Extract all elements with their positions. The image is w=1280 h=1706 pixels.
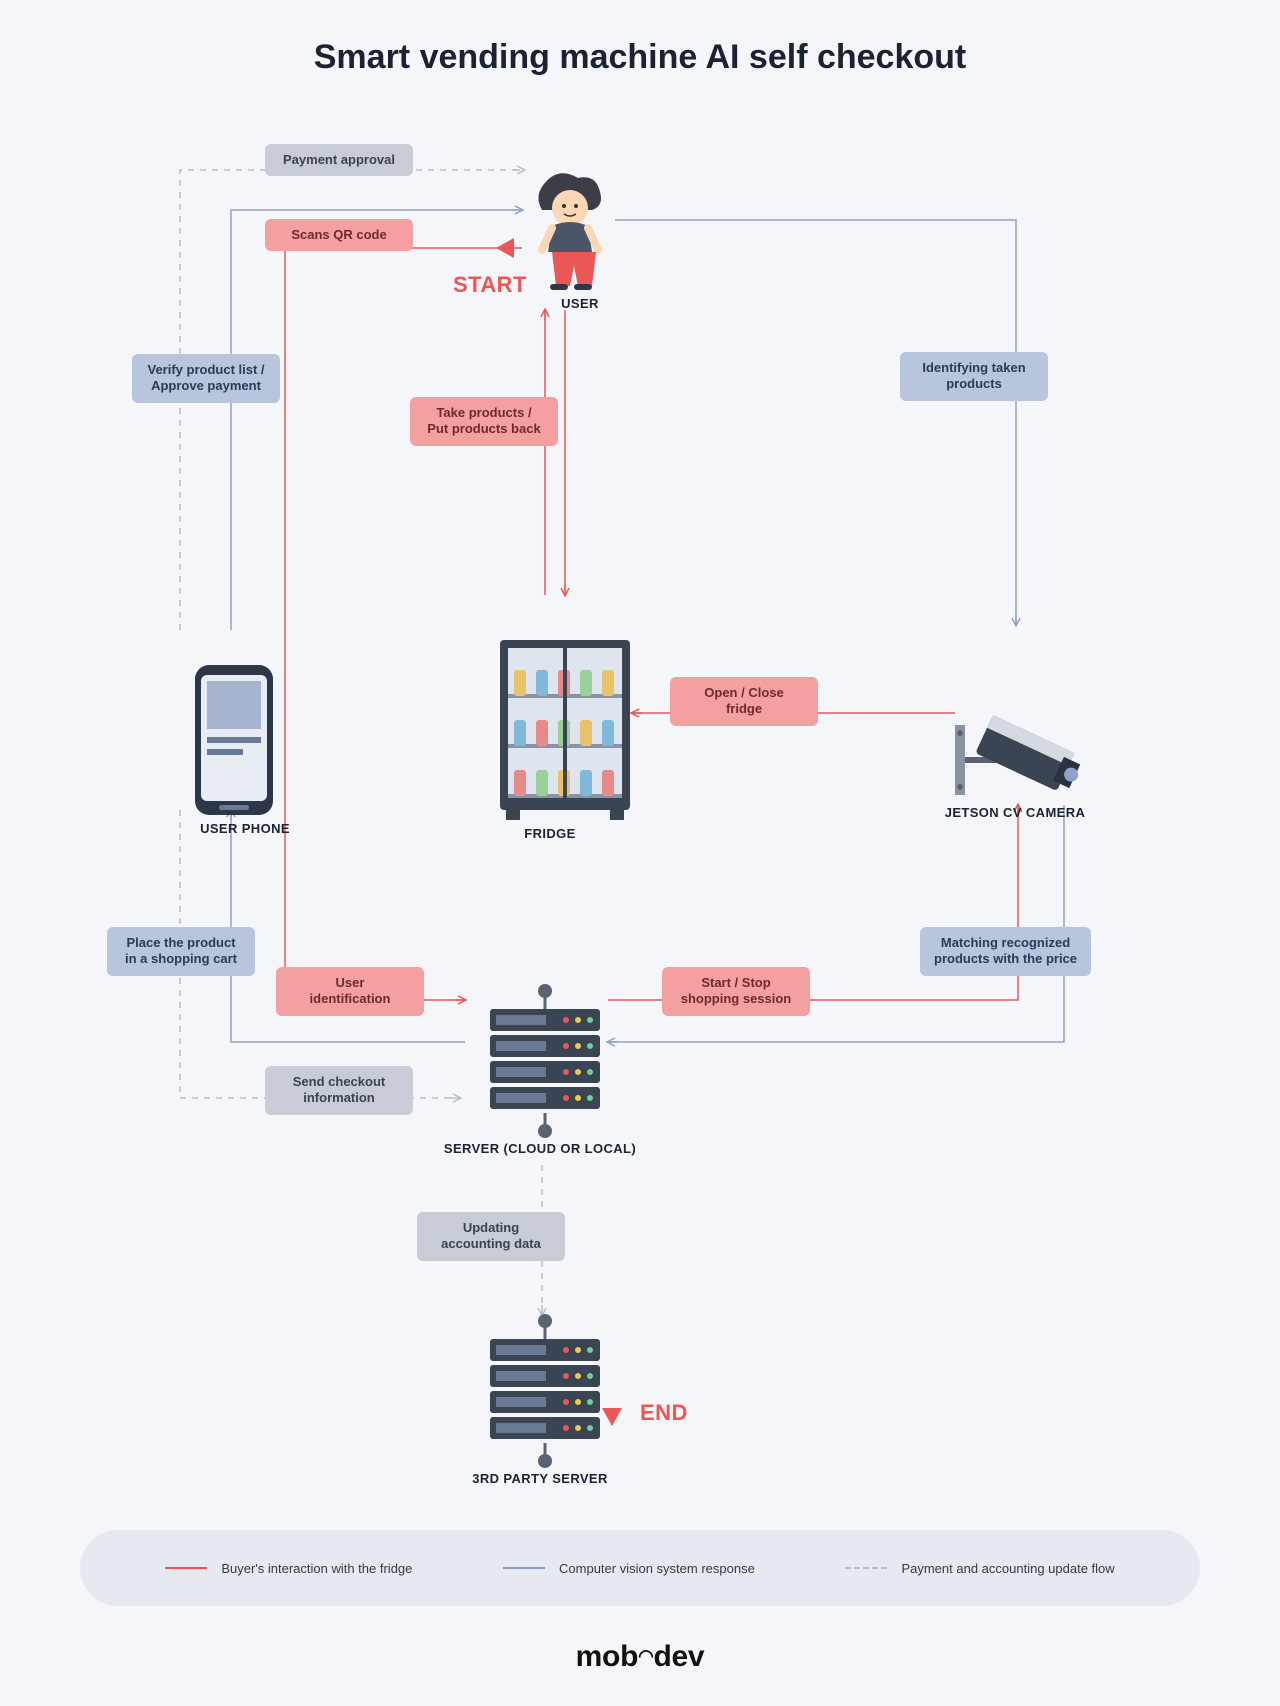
legend: Buyer's interaction with the fridge Comp… xyxy=(80,1530,1200,1606)
legend-item: Computer vision system response xyxy=(503,1561,755,1576)
legend-text: Buyer's interaction with the fridge xyxy=(221,1561,412,1576)
edge-label: Place the product in a shopping cart xyxy=(107,927,255,976)
edge-label: Take products / Put products back xyxy=(410,397,558,446)
legend-item: Payment and accounting update flow xyxy=(845,1561,1114,1576)
edge-label: User identification xyxy=(276,967,424,1016)
node-caption: USER PHONE xyxy=(135,821,355,836)
edge-label: Payment approval xyxy=(265,144,413,176)
node-caption: JETSON CV CAMERA xyxy=(905,805,1125,820)
legend-text: Payment and accounting update flow xyxy=(901,1561,1114,1576)
node-caption: USER xyxy=(470,296,690,311)
edge-label: Identifying taken products xyxy=(900,352,1048,401)
edge-label: Send checkout information xyxy=(265,1066,413,1115)
legend-item: Buyer's interaction with the fridge xyxy=(165,1561,412,1576)
brand-logo: mob◠dev xyxy=(0,1640,1280,1674)
legend-text: Computer vision system response xyxy=(559,1561,755,1576)
end-marker: END xyxy=(640,1400,688,1426)
node-caption: FRIDGE xyxy=(440,826,660,841)
edge-label: Open / Close fridge xyxy=(670,677,818,726)
start-marker: START xyxy=(453,272,527,298)
edge-label: Matching recognized products with the pr… xyxy=(920,927,1091,976)
flow-canvas xyxy=(0,0,1280,1706)
node-caption: SERVER (CLOUD OR LOCAL) xyxy=(430,1141,650,1156)
edge-label: Updating accounting data xyxy=(417,1212,565,1261)
edge-label: Verify product list / Approve payment xyxy=(132,354,280,403)
edge-label: Scans QR code xyxy=(265,219,413,251)
edge-label: Start / Stop shopping session xyxy=(662,967,810,1016)
diagram-page: Smart vending machine AI self checkout S… xyxy=(0,0,1280,1706)
node-caption: 3RD PARTY SERVER xyxy=(430,1471,650,1486)
page-title: Smart vending machine AI self checkout xyxy=(0,38,1280,77)
